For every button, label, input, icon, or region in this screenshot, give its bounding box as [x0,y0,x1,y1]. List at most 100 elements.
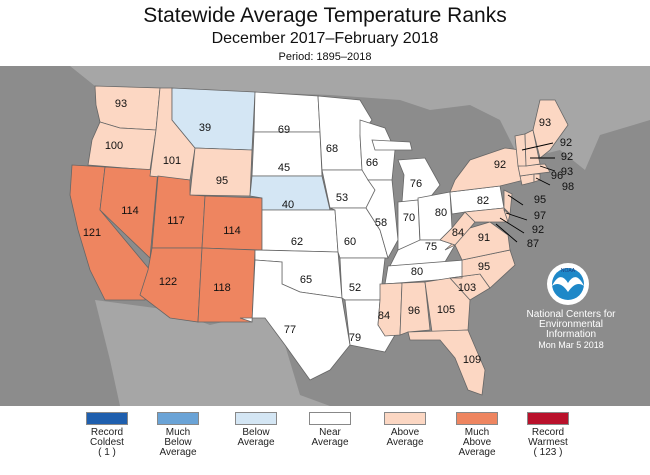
rank-VA: 91 [478,232,490,244]
rank-MA: 93 [561,166,573,178]
rank-NC: 95 [478,261,490,273]
legend-label: Much [165,427,191,438]
leader-lines [495,142,556,243]
rank-CO: 114 [223,225,241,237]
rank-NV: 114 [121,205,139,217]
rank-ID: 101 [163,155,181,167]
rank-WV: 84 [452,227,464,239]
legend-label: ( 1 ) [98,447,116,458]
state-GA [424,277,471,333]
legend-label: Average [386,437,424,448]
legend-label: Average [159,447,197,458]
legend-swatch [157,412,199,425]
rank-TX: 77 [284,324,296,336]
legend-record-coldest: Record Coldest ( 1 ) [67,412,147,458]
rank-GA: 105 [437,304,455,316]
rank-NM: 118 [213,282,231,294]
legend-above: Above Average [365,412,445,448]
rank-RI: 96 [551,170,563,182]
noaa-logo: NOAA [547,263,589,305]
noaa-gull-icon [552,277,584,292]
state-DE [503,209,511,224]
noaa-credit-line2: Environmental [539,319,603,330]
legend-label: Average [311,437,349,448]
legend-swatch [527,412,569,425]
legend-label: Average [458,447,496,458]
legend-much-below: Much Below Average [138,412,218,458]
legend-swatch [384,412,426,425]
rank-ME: 93 [539,117,551,129]
state-WY [189,147,253,197]
state-CO [201,195,263,251]
legend-label: Much [464,427,490,438]
rank-AZ: 122 [159,276,177,288]
legend-swatch [456,412,498,425]
legend-swatch [309,412,351,425]
rank-AR: 52 [349,282,361,294]
rank-MS: 84 [378,310,390,322]
rank-IN: 70 [403,212,415,224]
rank-FL: 109 [463,354,481,366]
rank-NY: 92 [494,159,506,171]
state-MD [464,207,509,223]
legend-near: Near Average [290,412,370,448]
rank-AL: 96 [408,305,420,317]
rank-OK: 65 [300,274,312,286]
rank-OR: 100 [105,140,123,152]
rank-labels: 93 100 121 101 114 39 95 117 122 114 118… [83,98,574,366]
state-NM [197,247,256,323]
map-title: Statewide Average Temperature Ranks [143,4,507,27]
rank-IA: 53 [336,192,348,204]
rank-NH: 92 [560,137,572,149]
rank-NJ: 95 [534,194,546,206]
period-label: Period: 1895–2018 [278,51,372,63]
rank-SD: 45 [278,162,290,174]
rank-UT: 117 [167,215,185,227]
legend-label: Below [164,437,192,448]
noaa-credit-line1: National Centers for [526,309,616,320]
rank-MI: 76 [410,178,422,190]
rank-WA: 93 [115,98,127,110]
rank-MT: 39 [199,122,211,134]
legend-label: Above [390,427,420,438]
map-subtitle: December 2017–February 2018 [211,30,439,47]
rank-TN: 80 [411,266,423,278]
rank-CT: 98 [562,181,574,193]
noaa-logo-text: NOAA [561,268,576,274]
rank-WI: 66 [366,157,378,169]
legend-label: Above [462,437,492,448]
legend-label: Record [90,427,124,438]
rank-MD: 92 [532,224,544,236]
noaa-credit-date: Mon Mar 5 2018 [538,340,604,350]
state-TX [239,259,351,381]
legend-label: Warmest [528,437,568,448]
rank-MN: 68 [326,143,338,155]
rank-CA: 121 [83,227,101,239]
rank-DC: 87 [527,238,539,250]
rank-NE: 40 [282,199,294,211]
rank-PA: 82 [477,195,489,207]
us-temperature-map: 93 100 121 101 114 39 95 117 122 114 118… [0,66,650,406]
rank-KY: 75 [425,241,437,253]
legend-label: Average [237,437,275,448]
rank-LA: 79 [349,332,361,344]
state-IL [365,179,399,260]
state-AR [339,257,386,301]
legend-label: Below [242,427,270,438]
legend-much-above: Much Above Average [437,412,517,458]
rank-MO: 60 [344,236,356,248]
rank-DE: 97 [534,210,546,222]
state-VA [444,221,511,261]
legend: Record Coldest ( 1 ) Much Below Average … [0,412,650,475]
legend-swatch [235,412,277,425]
rank-ND: 69 [278,124,290,136]
legend-label: Coldest [90,437,124,448]
legend-label: Record [531,427,565,438]
legend-label: Near [319,427,341,438]
legend-label: ( 123 ) [533,447,563,458]
noaa-credit-line3: Information [545,329,597,340]
legend-record-warmest: Record Warmest ( 123 ) [508,412,588,458]
state-AL [399,281,431,336]
noaa-credit: National Centers for Environmental Infor… [516,309,626,351]
rank-KS: 62 [291,236,303,248]
